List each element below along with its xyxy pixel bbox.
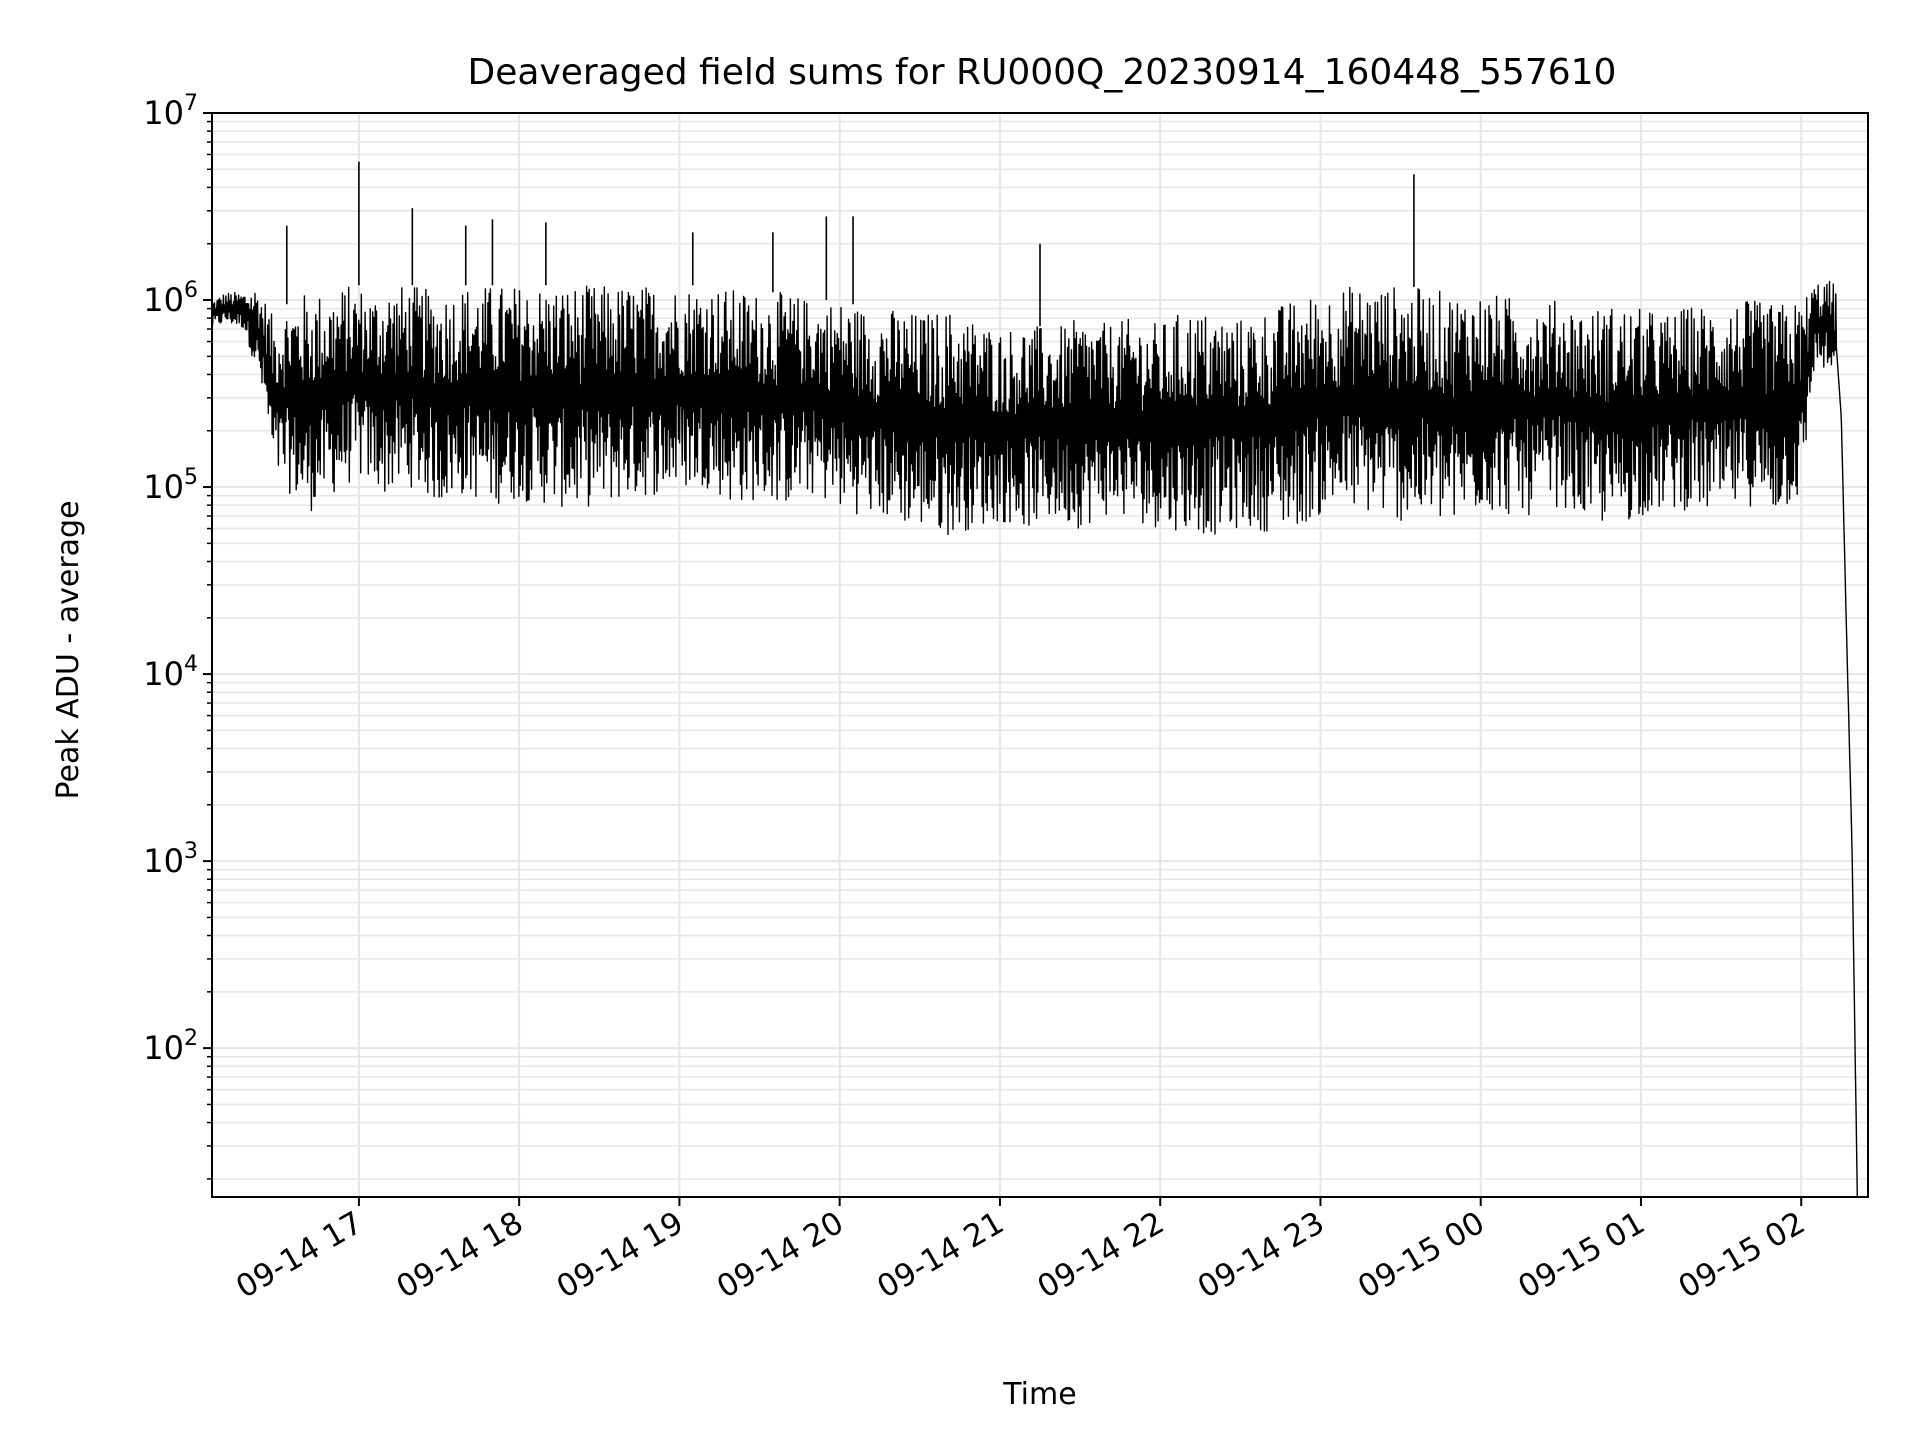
y-tick-label-exponent: 5 <box>184 465 198 490</box>
y-tick-label-base: 10 <box>143 842 184 880</box>
y-tick-label: 105 <box>143 465 198 506</box>
y-tick-label-exponent: 3 <box>184 839 198 864</box>
y-tick-label: 102 <box>143 1026 198 1067</box>
y-tick-label-base: 10 <box>143 1029 184 1067</box>
y-tick-label: 103 <box>143 839 198 880</box>
y-tick-label-exponent: 6 <box>184 278 198 303</box>
y-tick-label-base: 10 <box>143 468 184 506</box>
plot-frame <box>211 112 1869 1198</box>
x-axis-label: Time <box>1002 1377 1076 1412</box>
chart-title: Deaveraged field sums for RU000Q_2023091… <box>468 52 1617 93</box>
y-tick-label-base: 10 <box>143 94 184 132</box>
y-tick-label-exponent: 7 <box>184 91 198 116</box>
y-tick-label-exponent: 4 <box>184 652 198 677</box>
y-tick-label-base: 10 <box>143 281 184 319</box>
y-tick-label-exponent: 2 <box>184 1026 198 1051</box>
y-tick-label: 107 <box>143 91 198 132</box>
y-tick-label-base: 10 <box>143 655 184 693</box>
data-series <box>211 161 1858 1198</box>
y-tick-label: 106 <box>143 278 198 319</box>
series-line <box>211 280 1858 1198</box>
y-tick-label: 104 <box>143 652 198 693</box>
y-axis-label: Peak ADU - average <box>51 500 86 799</box>
